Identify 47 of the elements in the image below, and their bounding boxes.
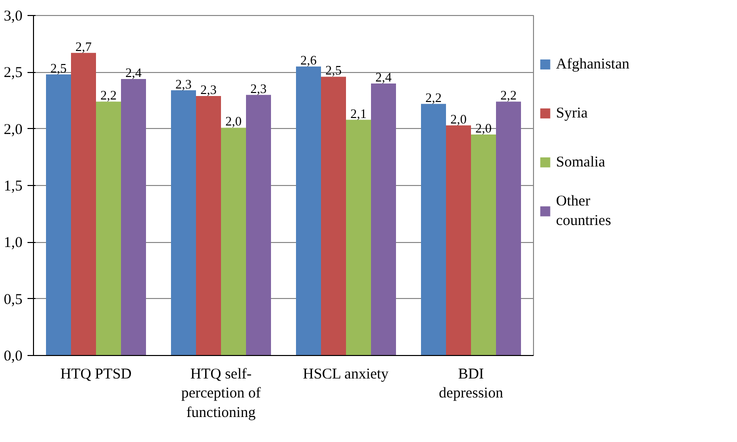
y-tick-label: 0,5	[4, 292, 22, 308]
bar	[196, 96, 221, 356]
bar	[221, 128, 246, 356]
bar	[296, 66, 321, 356]
bar	[46, 74, 71, 356]
bar	[71, 52, 96, 356]
y-tick-label: 2,0	[4, 122, 22, 138]
data-label: 2,2	[100, 88, 117, 103]
bar	[471, 134, 496, 356]
data-label: 2,4	[375, 70, 392, 84]
bar	[121, 78, 146, 356]
x-tick-label: HTQ PTSD	[60, 366, 132, 382]
bar	[446, 125, 471, 356]
bar	[496, 102, 521, 356]
legend-label: Syria	[556, 105, 588, 122]
bar	[371, 84, 396, 356]
data-label: 2,3	[175, 76, 192, 92]
data-label: 2,0	[475, 120, 492, 136]
x-tick-label: HTQ self-perception of functioning	[181, 366, 261, 421]
x-tick-label: HSCL anxiety	[302, 366, 390, 382]
legend-label: Afghanistan	[556, 56, 630, 72]
y-tick-label: 1,5	[4, 178, 22, 194]
data-label: 2,3	[200, 82, 217, 97]
bar	[421, 104, 446, 356]
data-label: 2,0	[450, 111, 467, 126]
legend-label: Other countries	[556, 194, 612, 229]
y-tick-label: 1,0	[4, 235, 22, 252]
y-tick-label: 0,0	[4, 348, 22, 364]
x-tick-label: BDI depression	[438, 366, 504, 402]
bar	[321, 76, 346, 356]
data-label: 2,4	[125, 64, 142, 80]
bar	[346, 120, 371, 356]
bar	[171, 90, 196, 356]
data-label: 2,1	[350, 106, 367, 121]
data-label: 2,5	[50, 60, 67, 76]
data-label: 2,6	[300, 52, 318, 68]
y-tick-label: 3,0	[4, 8, 22, 24]
bar	[246, 94, 271, 356]
data-label: 2,3	[250, 80, 267, 96]
data-label: 2,7	[75, 38, 92, 54]
y-tick-label: 2,5	[4, 65, 22, 82]
data-label: 2,5	[325, 62, 342, 78]
data-label: 2,0	[225, 114, 242, 129]
data-label: 2,2	[500, 88, 517, 103]
legend-label: Somalia	[556, 154, 606, 170]
data-label: 2,2	[425, 90, 442, 105]
bar	[96, 102, 121, 356]
